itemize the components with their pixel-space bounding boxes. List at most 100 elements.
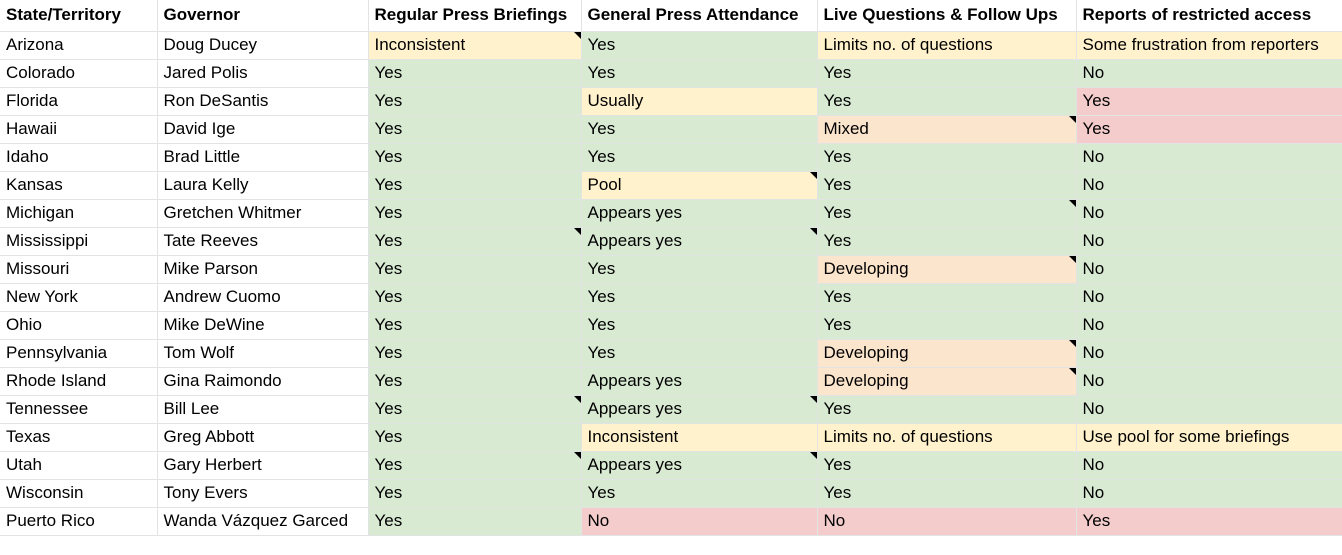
cell-governor[interactable]: Gretchen Whitmer <box>157 199 369 228</box>
cell-state[interactable]: Texas <box>0 423 158 452</box>
cell-restricted[interactable]: No <box>1076 227 1342 256</box>
cell-state[interactable]: Hawaii <box>0 115 158 144</box>
cell-state[interactable]: Tennessee <box>0 395 158 424</box>
cell-briefings[interactable]: Yes <box>368 367 582 396</box>
comment-indicator-icon[interactable] <box>809 451 816 459</box>
cell-briefings[interactable]: Yes <box>368 59 582 88</box>
cell-attendance[interactable]: Yes <box>581 311 818 340</box>
cell-briefings[interactable]: Yes <box>368 171 582 200</box>
cell-restricted[interactable]: No <box>1076 255 1342 284</box>
cell-briefings[interactable]: Yes <box>368 115 582 144</box>
cell-restricted[interactable]: No <box>1076 283 1342 312</box>
cell-questions[interactable]: Limits no. of questions <box>817 423 1077 452</box>
cell-state[interactable]: Colorado <box>0 59 158 88</box>
cell-questions[interactable]: Yes <box>817 87 1077 116</box>
cell-restricted[interactable]: No <box>1076 339 1342 368</box>
cell-governor[interactable]: Gina Raimondo <box>157 367 369 396</box>
cell-briefings[interactable]: Yes <box>368 227 582 256</box>
cell-attendance[interactable]: Appears yes <box>581 227 818 256</box>
cell-questions[interactable]: Yes <box>817 59 1077 88</box>
cell-restricted[interactable]: Yes <box>1076 87 1342 116</box>
cell-restricted[interactable]: Yes <box>1076 507 1342 536</box>
cell-attendance[interactable]: Yes <box>581 31 818 60</box>
comment-indicator-icon[interactable] <box>809 395 816 403</box>
cell-restricted[interactable]: No <box>1076 311 1342 340</box>
header-cell-governor[interactable]: Governor <box>157 0 369 32</box>
cell-briefings[interactable]: Yes <box>368 255 582 284</box>
cell-attendance[interactable]: Appears yes <box>581 451 818 480</box>
cell-restricted[interactable]: Use pool for some briefings <box>1076 423 1342 452</box>
cell-attendance[interactable]: Pool <box>581 171 818 200</box>
cell-restricted[interactable]: No <box>1076 395 1342 424</box>
cell-state[interactable]: New York <box>0 283 158 312</box>
cell-governor[interactable]: Ron DeSantis <box>157 87 369 116</box>
cell-governor[interactable]: Jared Polis <box>157 59 369 88</box>
cell-restricted[interactable]: No <box>1076 59 1342 88</box>
cell-briefings[interactable]: Yes <box>368 507 582 536</box>
comment-indicator-icon[interactable] <box>1068 367 1075 375</box>
cell-questions[interactable]: Yes <box>817 395 1077 424</box>
comment-indicator-icon[interactable] <box>809 227 816 235</box>
cell-state[interactable]: Puerto Rico <box>0 507 158 536</box>
cell-governor[interactable]: Tate Reeves <box>157 227 369 256</box>
cell-attendance[interactable]: Yes <box>581 255 818 284</box>
header-cell-questions[interactable]: Live Questions & Follow Ups <box>817 0 1077 32</box>
cell-restricted[interactable]: Yes <box>1076 115 1342 144</box>
cell-attendance[interactable]: Yes <box>581 479 818 508</box>
cell-governor[interactable]: Bill Lee <box>157 395 369 424</box>
cell-state[interactable]: Utah <box>0 451 158 480</box>
header-cell-state[interactable]: State/Territory <box>0 0 158 32</box>
cell-briefings[interactable]: Inconsistent <box>368 31 582 60</box>
cell-attendance[interactable]: Appears yes <box>581 395 818 424</box>
comment-indicator-icon[interactable] <box>1068 255 1075 263</box>
cell-attendance[interactable]: Usually <box>581 87 818 116</box>
cell-state[interactable]: Missouri <box>0 255 158 284</box>
cell-attendance[interactable]: Appears yes <box>581 199 818 228</box>
cell-questions[interactable]: Yes <box>817 199 1077 228</box>
cell-governor[interactable]: Laura Kelly <box>157 171 369 200</box>
header-cell-restricted[interactable]: Reports of restricted access <box>1076 0 1342 32</box>
comment-indicator-icon[interactable] <box>573 451 580 459</box>
cell-governor[interactable]: Greg Abbott <box>157 423 369 452</box>
comment-indicator-icon[interactable] <box>1068 339 1075 347</box>
comment-indicator-icon[interactable] <box>1068 115 1075 123</box>
cell-attendance[interactable]: Inconsistent <box>581 423 818 452</box>
comment-indicator-icon[interactable] <box>1068 199 1075 207</box>
cell-governor[interactable]: Gary Herbert <box>157 451 369 480</box>
cell-governor[interactable]: David Ige <box>157 115 369 144</box>
header-cell-briefings[interactable]: Regular Press Briefings <box>368 0 582 32</box>
cell-briefings[interactable]: Yes <box>368 423 582 452</box>
cell-state[interactable]: Pennsylvania <box>0 339 158 368</box>
cell-briefings[interactable]: Yes <box>368 283 582 312</box>
cell-briefings[interactable]: Yes <box>368 87 582 116</box>
cell-governor[interactable]: Brad Little <box>157 143 369 172</box>
cell-state[interactable]: Ohio <box>0 311 158 340</box>
cell-questions[interactable]: Developing <box>817 367 1077 396</box>
cell-questions[interactable]: Limits no. of questions <box>817 31 1077 60</box>
cell-state[interactable]: Kansas <box>0 171 158 200</box>
cell-state[interactable]: Idaho <box>0 143 158 172</box>
cell-state[interactable]: Rhode Island <box>0 367 158 396</box>
cell-state[interactable]: Florida <box>0 87 158 116</box>
cell-state[interactable]: Wisconsin <box>0 479 158 508</box>
cell-governor[interactable]: Doug Ducey <box>157 31 369 60</box>
cell-questions[interactable]: No <box>817 507 1077 536</box>
cell-state[interactable]: Arizona <box>0 31 158 60</box>
cell-attendance[interactable]: Yes <box>581 339 818 368</box>
comment-indicator-icon[interactable] <box>809 171 816 179</box>
cell-briefings[interactable]: Yes <box>368 311 582 340</box>
cell-questions[interactable]: Mixed <box>817 115 1077 144</box>
cell-governor[interactable]: Mike DeWine <box>157 311 369 340</box>
cell-questions[interactable]: Yes <box>817 451 1077 480</box>
cell-briefings[interactable]: Yes <box>368 143 582 172</box>
cell-attendance[interactable]: No <box>581 507 818 536</box>
cell-questions[interactable]: Yes <box>817 311 1077 340</box>
cell-restricted[interactable]: Some frustration from reporters <box>1076 31 1342 60</box>
cell-restricted[interactable]: No <box>1076 367 1342 396</box>
cell-restricted[interactable]: No <box>1076 199 1342 228</box>
cell-questions[interactable]: Yes <box>817 227 1077 256</box>
cell-governor[interactable]: Andrew Cuomo <box>157 283 369 312</box>
cell-questions[interactable]: Yes <box>817 283 1077 312</box>
cell-attendance[interactable]: Yes <box>581 115 818 144</box>
cell-governor[interactable]: Tom Wolf <box>157 339 369 368</box>
